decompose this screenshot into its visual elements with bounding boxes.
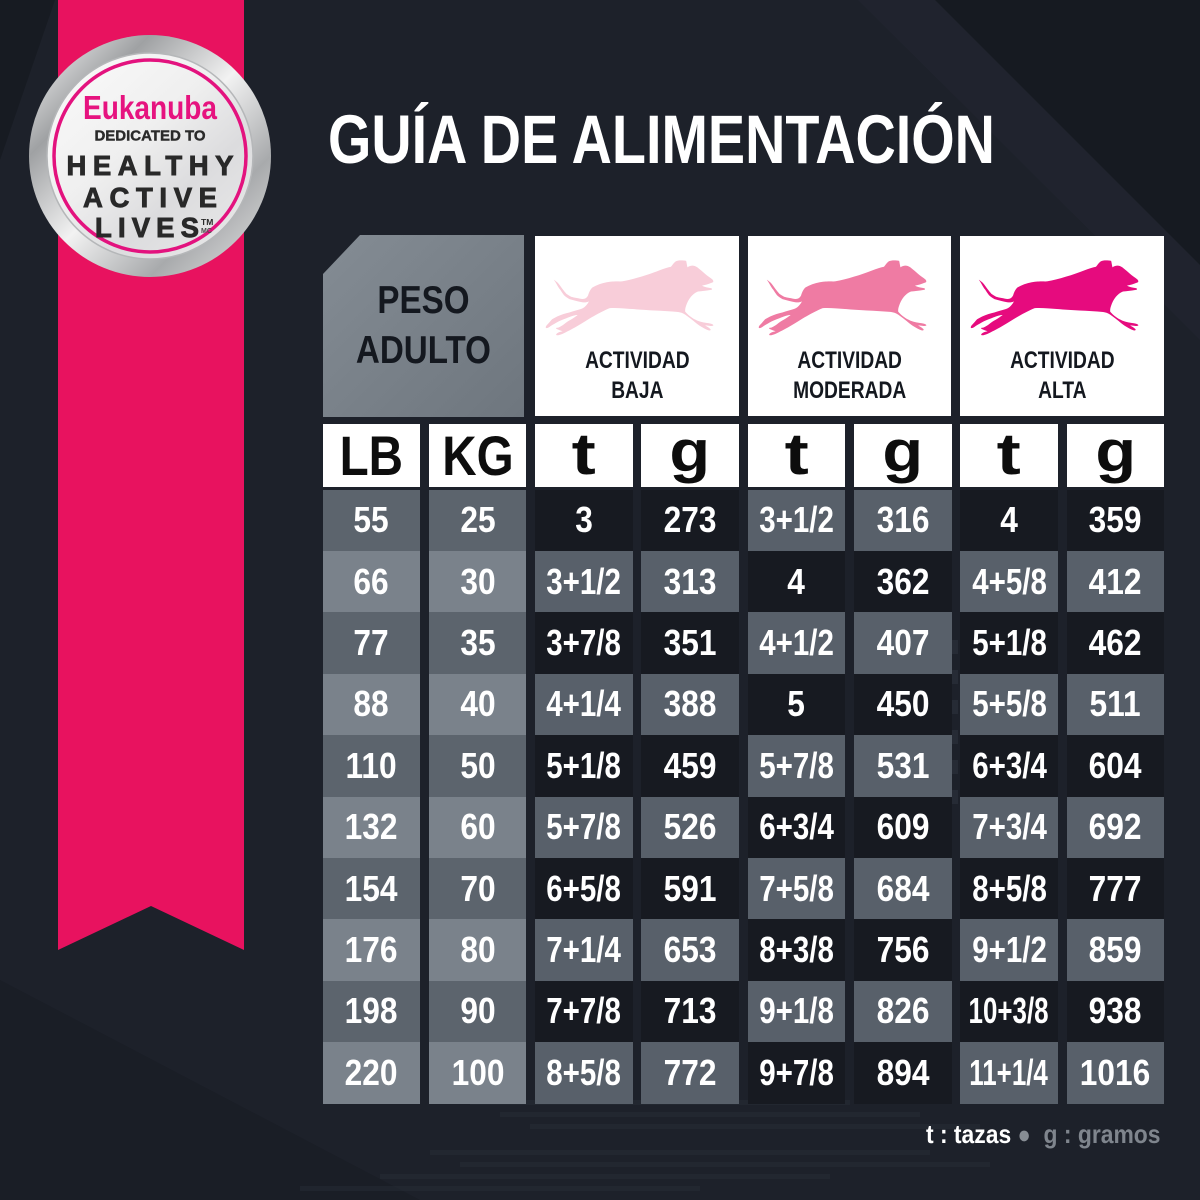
- svg-text:MC: MC: [201, 228, 212, 235]
- svg-text:TM: TM: [201, 217, 213, 227]
- svg-text:Eukanuba: Eukanuba: [83, 90, 218, 127]
- svg-text:HEALTHY: HEALTHY: [67, 150, 234, 181]
- svg-text:LIVES: LIVES: [95, 212, 199, 243]
- svg-text:DEDICATED TO: DEDICATED TO: [94, 128, 205, 145]
